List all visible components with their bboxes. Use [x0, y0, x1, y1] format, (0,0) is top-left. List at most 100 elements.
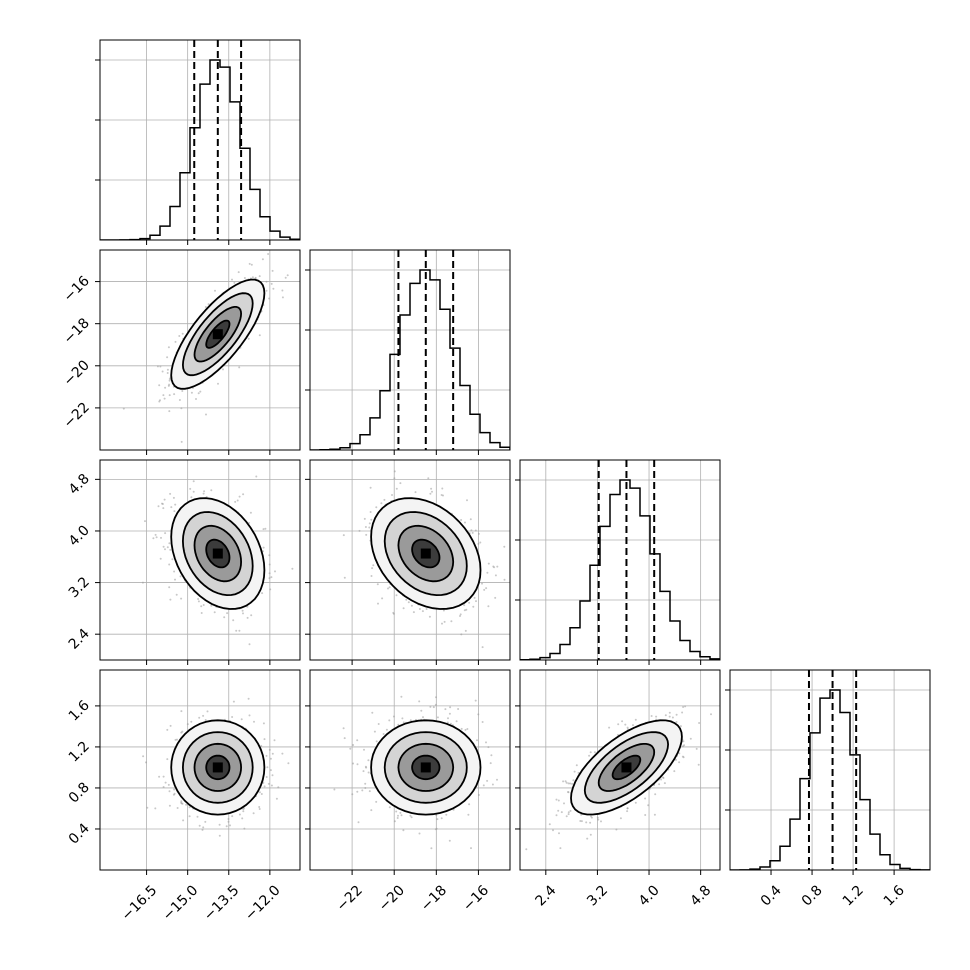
- y-tick-label: 4.0: [66, 522, 93, 549]
- sample-point: [287, 762, 290, 765]
- sample-point: [270, 576, 273, 579]
- sample-point: [477, 794, 480, 796]
- sample-point: [273, 739, 276, 742]
- sample-point: [435, 814, 438, 817]
- sample-point: [207, 303, 210, 306]
- sample-point: [243, 827, 246, 830]
- sample-point: [265, 289, 268, 292]
- sample-point: [571, 782, 574, 785]
- sample-point: [197, 600, 200, 603]
- sample-point: [472, 605, 475, 608]
- sample-point: [369, 486, 372, 489]
- sample-point: [362, 770, 365, 773]
- sample-point: [405, 598, 408, 601]
- sample-point: [443, 620, 446, 623]
- sample-point: [412, 611, 415, 614]
- sample-point: [441, 487, 444, 490]
- sample-point: [248, 643, 251, 646]
- sample-point: [210, 604, 213, 607]
- sample-point: [483, 588, 486, 591]
- sample-point: [181, 730, 184, 733]
- density-peak: [420, 548, 431, 559]
- sample-point: [169, 598, 172, 601]
- sample-point: [400, 695, 403, 698]
- sample-point: [410, 816, 413, 819]
- sample-point: [229, 824, 231, 827]
- sample-point: [173, 510, 176, 513]
- sample-point: [555, 798, 558, 801]
- sample-point: [664, 714, 667, 717]
- sample-point: [272, 287, 275, 290]
- panel-content: [310, 250, 510, 450]
- sample-point: [588, 754, 591, 757]
- sample-point: [455, 720, 458, 723]
- sample-point: [368, 790, 371, 793]
- sample-point: [402, 829, 405, 832]
- sample-point: [190, 720, 193, 723]
- sample-point: [258, 334, 261, 337]
- density-contour: [411, 538, 441, 569]
- sample-point: [275, 797, 278, 800]
- sample-point: [188, 806, 191, 809]
- sample-point: [247, 697, 250, 700]
- panel-3-3: 0.4 0.8 1.2 1.6: [725, 669, 931, 910]
- sample-point: [589, 751, 592, 754]
- sample-point: [178, 335, 181, 337]
- x-tick-label: 4.0: [636, 882, 663, 909]
- sample-point: [168, 394, 171, 397]
- sample-point: [155, 536, 158, 539]
- density-peak: [420, 762, 431, 773]
- sample-point: [469, 518, 472, 521]
- sample-point: [698, 722, 701, 724]
- panel-content: [310, 670, 510, 870]
- sample-point: [166, 758, 169, 761]
- sample-point: [269, 769, 272, 772]
- y-tick-label: 1.2: [66, 738, 93, 765]
- sample-point: [468, 803, 471, 806]
- sample-point: [474, 529, 477, 532]
- sample-point: [250, 614, 253, 617]
- sample-point: [281, 289, 284, 292]
- sample-point: [397, 814, 399, 817]
- sample-point: [361, 789, 364, 792]
- sample-point: [168, 790, 171, 793]
- sample-point: [450, 620, 453, 623]
- density-contour: [570, 719, 683, 816]
- sample-point: [473, 596, 476, 599]
- sample-point: [477, 532, 480, 535]
- sample-point: [236, 499, 239, 502]
- sample-point: [169, 724, 172, 727]
- sample-point: [446, 721, 449, 724]
- density-contour: [583, 731, 670, 804]
- x-tick-label: 4.8: [687, 882, 714, 909]
- sample-point: [227, 820, 230, 823]
- sample-point: [225, 825, 228, 828]
- sample-point: [675, 758, 677, 761]
- sample-point: [632, 724, 634, 727]
- sample-point: [401, 717, 404, 720]
- sample-point: [464, 629, 467, 632]
- density-contour: [370, 719, 482, 816]
- sample-point: [449, 722, 452, 725]
- sample-point: [569, 782, 572, 785]
- sample-point: [481, 582, 483, 585]
- sample-point: [589, 833, 592, 836]
- sample-point: [660, 778, 663, 781]
- sample-point: [218, 834, 221, 837]
- sample-point: [218, 823, 221, 826]
- sample-point: [238, 495, 241, 498]
- sample-point: [442, 609, 445, 612]
- sample-point: [644, 814, 647, 816]
- sample-point: [425, 608, 428, 610]
- sample-point: [192, 480, 195, 483]
- sample-point: [399, 482, 402, 485]
- sample-point: [173, 788, 176, 791]
- sample-point: [274, 570, 276, 573]
- sample-point: [217, 382, 219, 385]
- sample-point: [180, 710, 183, 713]
- sample-point: [203, 490, 206, 493]
- density-contour: [370, 497, 482, 610]
- x-tick-label: −16: [460, 882, 492, 914]
- x-tick-label: 1.6: [881, 882, 908, 909]
